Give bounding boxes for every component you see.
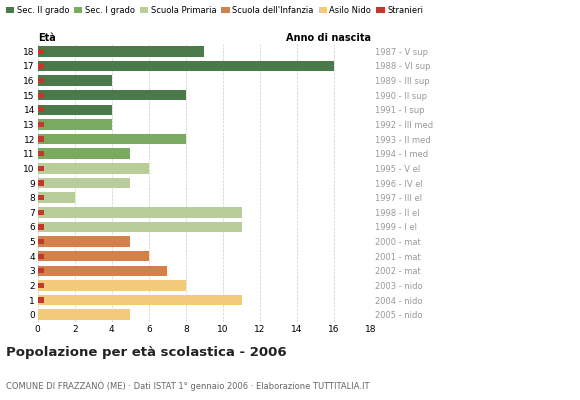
Bar	[38, 298, 44, 303]
Bar	[38, 163, 149, 174]
Bar	[38, 222, 241, 232]
Bar	[38, 134, 186, 144]
Bar	[38, 46, 204, 56]
Bar	[38, 178, 130, 188]
Bar	[38, 207, 241, 218]
Bar	[38, 310, 130, 320]
Bar	[38, 180, 44, 186]
Text: Popolazione per età scolastica - 2006: Popolazione per età scolastica - 2006	[6, 346, 287, 359]
Bar	[38, 49, 44, 54]
Legend: Sec. II grado, Sec. I grado, Scuola Primaria, Scuola dell'Infanzia, Asilo Nido, : Sec. II grado, Sec. I grado, Scuola Prim…	[4, 4, 425, 16]
Bar	[38, 61, 334, 71]
Bar	[38, 266, 168, 276]
Bar	[38, 63, 44, 68]
Bar	[38, 92, 44, 98]
Text: Età: Età	[38, 34, 56, 44]
Bar	[38, 195, 44, 200]
Text: COMUNE DI FRAZZANÒ (ME) · Dati ISTAT 1° gennaio 2006 · Elaborazione TUTTITALIA.I: COMUNE DI FRAZZANÒ (ME) · Dati ISTAT 1° …	[6, 381, 369, 391]
Bar	[38, 90, 186, 100]
Bar	[38, 268, 44, 274]
Bar	[38, 119, 112, 130]
Bar	[38, 283, 44, 288]
Bar	[38, 148, 130, 159]
Bar	[38, 210, 44, 215]
Bar	[38, 236, 130, 247]
Bar	[38, 254, 44, 259]
Bar	[38, 78, 44, 83]
Bar	[38, 122, 44, 127]
Bar	[38, 166, 44, 171]
Bar	[38, 136, 44, 142]
Bar	[38, 151, 44, 156]
Bar	[38, 224, 44, 230]
Text: Anno di nascita: Anno di nascita	[286, 34, 371, 44]
Bar	[38, 280, 186, 291]
Bar	[38, 192, 75, 203]
Bar	[38, 295, 241, 305]
Bar	[38, 239, 44, 244]
Bar	[38, 75, 112, 86]
Bar	[38, 104, 112, 115]
Bar	[38, 251, 149, 262]
Bar	[38, 107, 44, 112]
